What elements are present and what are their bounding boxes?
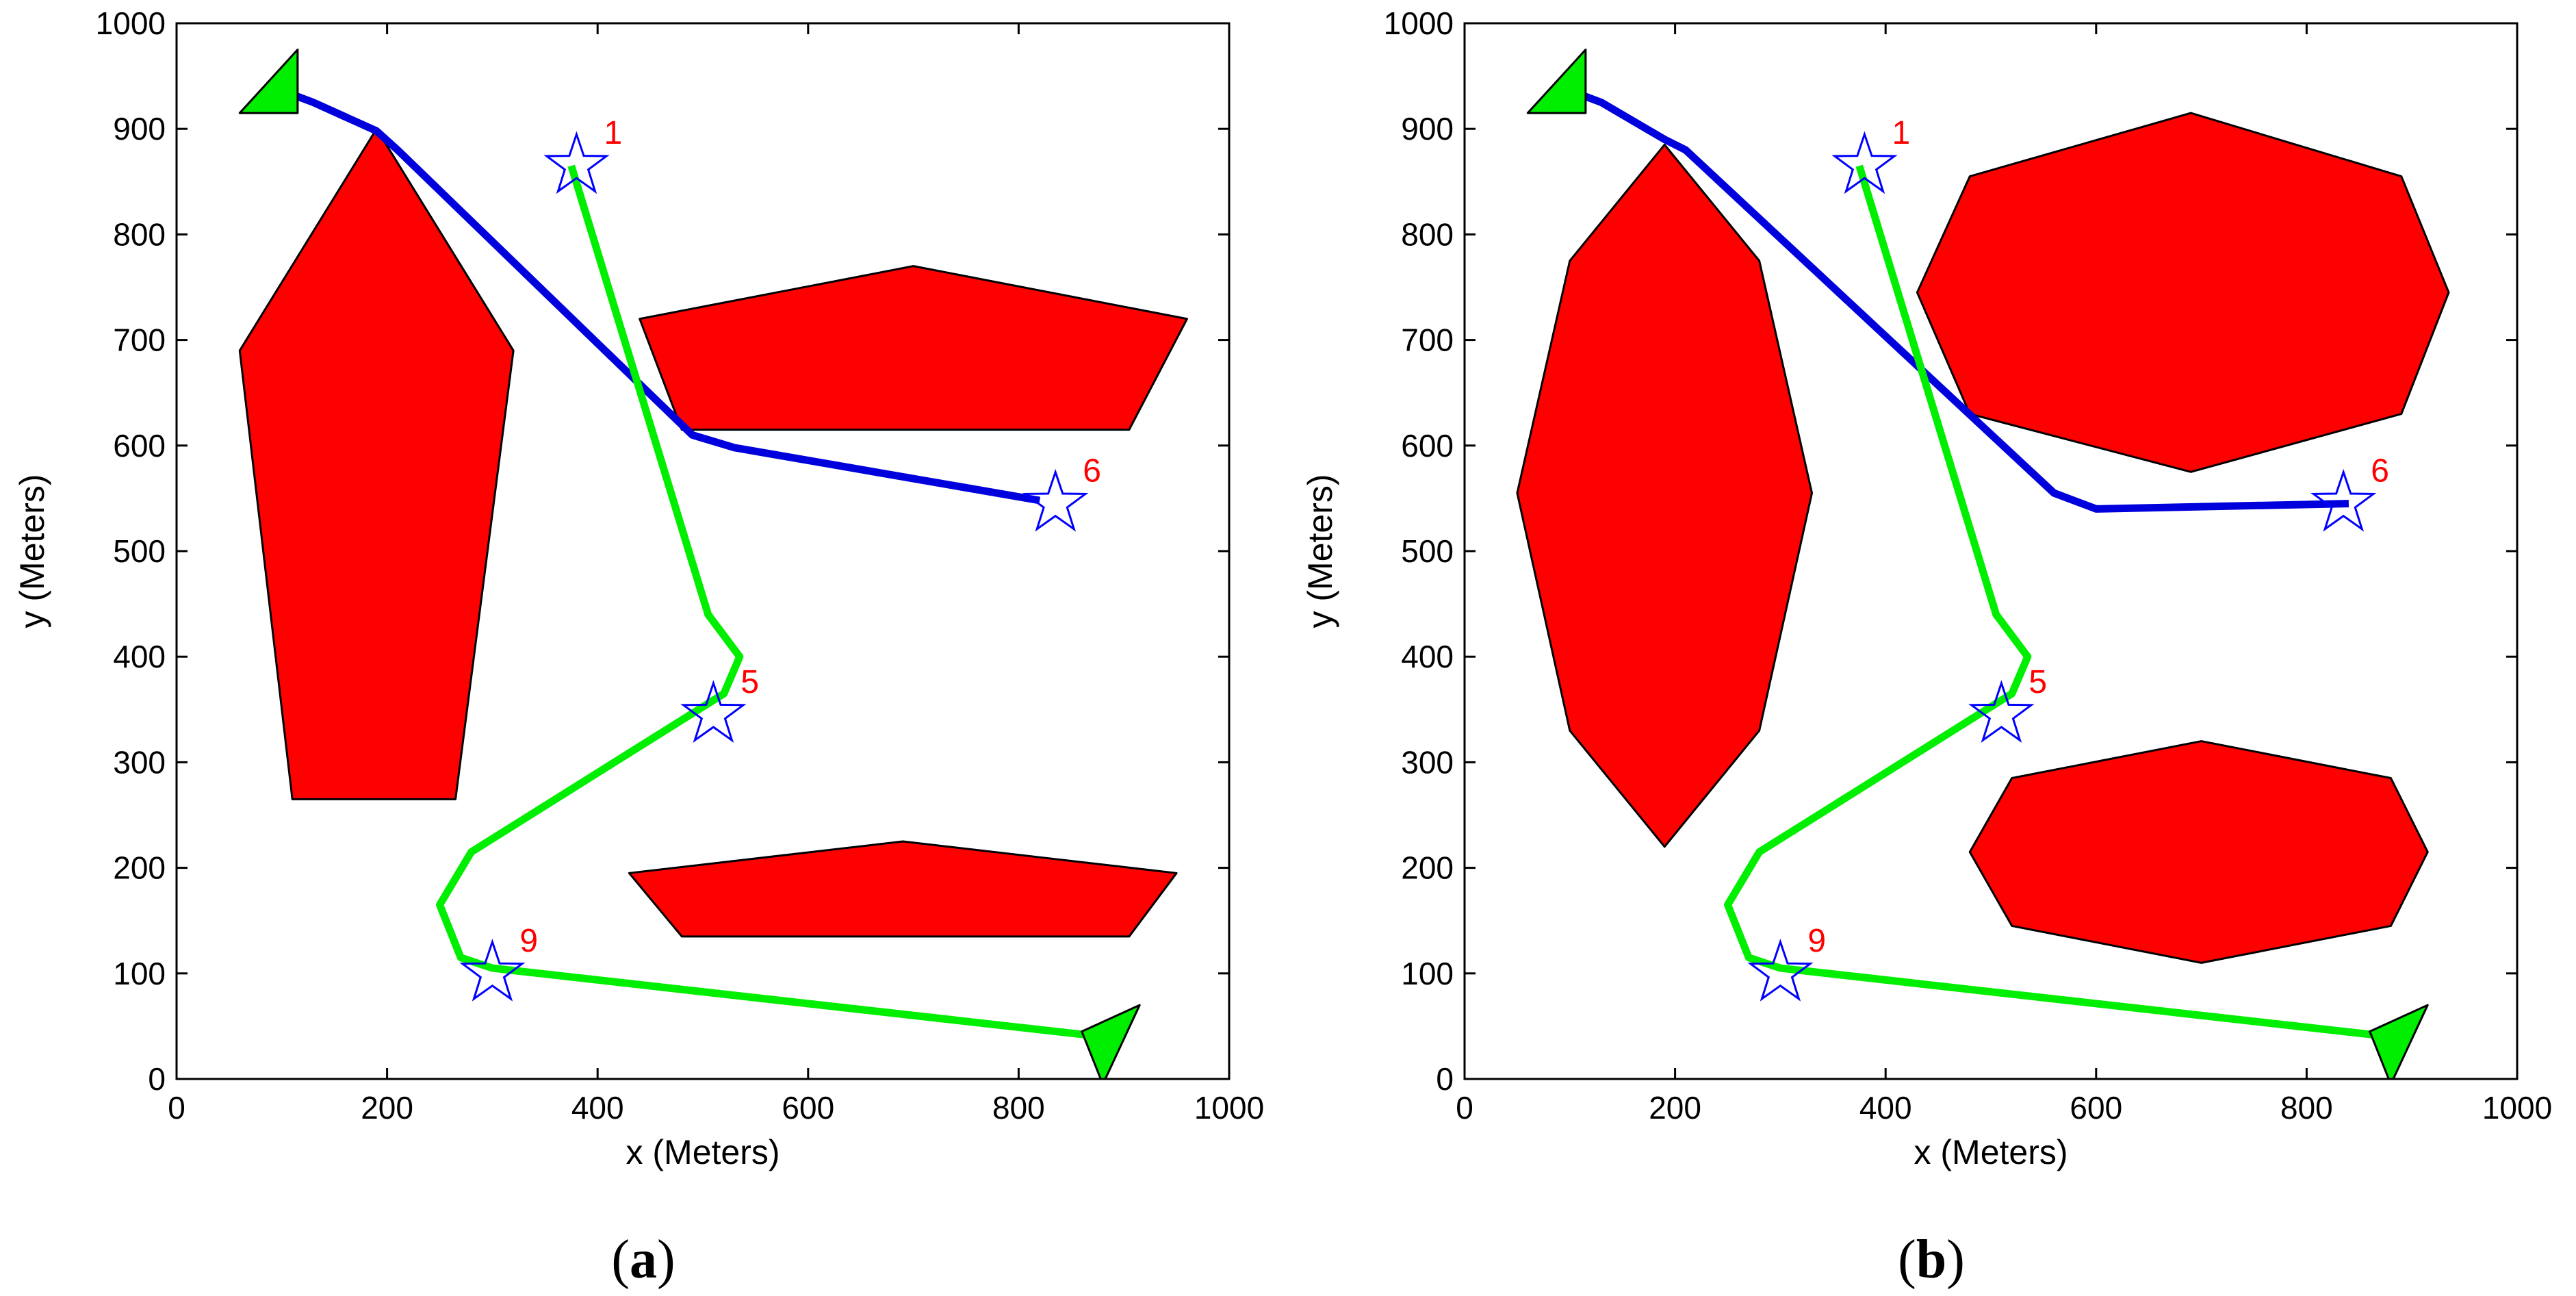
marker-vehicle-2-end [2369,1004,2429,1079]
waypoint-label-9: 9 [1807,923,1826,959]
path-vehicle-2-path [1724,164,2392,1041]
path-vehicle-1-path [270,83,1041,505]
waypoint-star-1 [543,131,610,194]
x-tick-label: 200 [361,1090,413,1126]
x-tick-label: 600 [782,1090,834,1126]
plot-content [1516,49,2450,1079]
caption-letter: a [630,1230,657,1290]
waypoint-label-1: 1 [604,115,622,151]
y-tick-label: 0 [148,1061,166,1097]
y-tick-label: 400 [113,639,166,674]
waypoint-label-6: 6 [1083,453,1101,490]
path-vehicle-1-path [1558,83,2349,513]
y-tick-label: 400 [1401,639,1454,674]
marker-vehicle-2-end [1081,1004,1141,1079]
x-tick-label: 600 [2070,1090,2122,1126]
y-axis-label: y (Meters) [13,474,51,628]
x-tick-label: 200 [1649,1090,1701,1126]
caption-letter: b [1916,1230,1947,1290]
obstacle-hexagon-left [1516,143,1814,848]
y-tick-label: 1000 [96,5,166,41]
waypoint-star-6 [1022,468,1089,532]
waypoint-star-5 [680,680,747,744]
panel-caption: (a) [611,1230,675,1290]
y-tick-label: 800 [113,216,166,252]
y-tick-label: 500 [113,533,166,569]
panel-caption: (b) [1898,1230,1965,1290]
x-axis-label: x (Meters) [626,1133,780,1171]
waypoint-label-6: 6 [2371,453,2389,490]
y-tick-label: 200 [113,850,166,886]
obstacle-pentagon-bottom-right [628,840,1178,938]
waypoint-star-1 [1831,131,1898,194]
x-axis-label: x (Meters) [1914,1133,2068,1171]
x-tick-label: 0 [1456,1090,1473,1126]
waypoint-label-5: 5 [2028,664,2047,700]
waypoint-star-9 [1747,939,1814,1002]
waypoint-label-9: 9 [519,923,538,959]
x-tick-label: 0 [168,1090,185,1126]
obstacle-octagon-bottom-right [1968,740,2429,964]
y-tick-label: 0 [1436,1061,1454,1097]
marker-vehicle-1-start [1526,49,1587,114]
y-tick-label: 100 [1401,956,1454,991]
x-tick-label: 1000 [2482,1090,2552,1126]
obstacle-pentagon-top-right [639,265,1188,431]
y-tick-label: 900 [113,111,166,147]
y-tick-label: 700 [1401,322,1454,358]
waypoint-label-5: 5 [740,664,759,700]
caption-close: ) [1946,1230,1965,1290]
x-tick-label: 400 [571,1090,624,1126]
y-tick-label: 600 [113,428,166,463]
waypoint-star-5 [1968,680,2035,744]
y-tick-label: 100 [113,956,166,991]
y-axis-label: y (Meters) [1301,474,1339,628]
y-tick-label: 600 [1401,428,1454,463]
obstacle-pentagon-left [238,127,515,800]
y-tick-label: 500 [1401,533,1454,569]
y-tick-label: 1000 [1384,5,1454,41]
marker-vehicle-1-start [238,49,299,114]
waypoint-star-6 [2310,468,2377,532]
panel-a: 1 5 6 9 0 200 400 600 800 1000 0 100 200 300 400 500 600… [13,5,1264,1290]
y-tick-label: 200 [1401,850,1454,886]
y-tick-label: 700 [113,322,166,358]
plot-content [238,49,1188,1079]
x-tick-label: 400 [1859,1090,1912,1126]
panel-b: 1 5 6 9 0 200 400 600 800 1000 0 100 200 300 400 500 600… [1301,5,2552,1290]
caption-open: ( [611,1230,630,1290]
path-vehicle-2-path [436,164,1104,1041]
waypoint-star-9 [459,939,526,1002]
x-tick-label: 1000 [1194,1090,1264,1126]
caption-close: ) [657,1230,675,1290]
waypoint-label-1: 1 [1892,115,1910,151]
x-tick-label: 800 [2280,1090,2333,1126]
y-tick-label: 300 [1401,744,1454,780]
y-tick-label: 900 [1401,111,1454,147]
x-tick-label: 800 [992,1090,1045,1126]
caption-open: ( [1898,1230,1916,1290]
y-tick-label: 300 [113,744,166,780]
obstacle-octagon-top-right [1916,112,2450,473]
y-tick-label: 800 [1401,216,1454,252]
